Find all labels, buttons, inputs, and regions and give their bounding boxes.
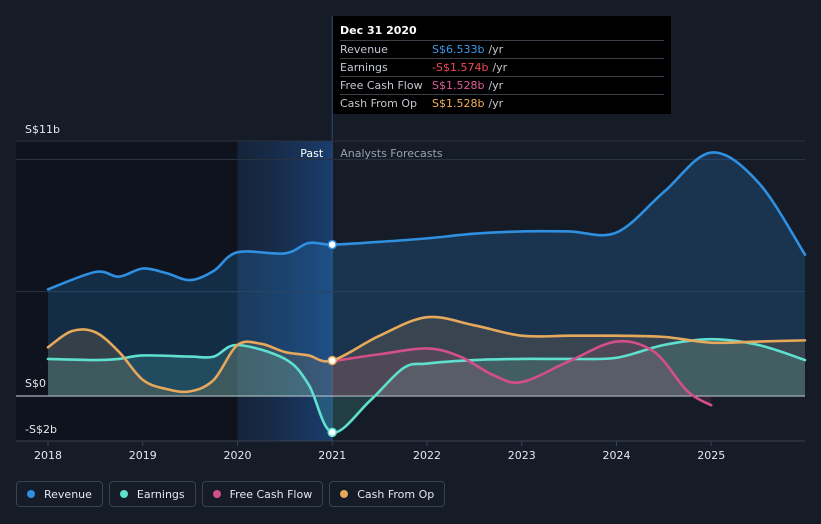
- revenue-marker: [327, 239, 337, 250]
- highlight-band: [237, 141, 333, 441]
- y-tick-label: S$0: [25, 377, 46, 390]
- tooltip-row-label: Earnings: [340, 61, 388, 74]
- past-label: Past: [300, 147, 324, 160]
- tooltip-row-value: S$1.528b: [432, 79, 485, 92]
- legend-item-free-cash-flow[interactable]: Free Cash Flow: [201, 481, 324, 507]
- x-tick-label: 2020: [223, 449, 251, 462]
- legend-item-cash-from-op[interactable]: Cash From Op: [329, 481, 446, 507]
- tooltip-row-unit: /yr: [488, 97, 504, 110]
- tooltip-row-unit: /yr: [488, 43, 504, 56]
- tooltip-row-value: S$6.533b: [432, 43, 485, 56]
- x-tick-label: 2018: [34, 449, 62, 462]
- y-tick-label: -S$2b: [25, 423, 57, 436]
- x-tick-label: 2025: [697, 449, 725, 462]
- tooltip-row-value: S$1.528b: [432, 97, 485, 110]
- tooltip-row-label: Cash From Op: [340, 97, 418, 110]
- earnings-area: [48, 339, 805, 433]
- x-tick-label: 2023: [508, 449, 536, 462]
- legend-item-label: Revenue: [44, 487, 92, 501]
- x-tick-label: 2021: [318, 449, 346, 462]
- dot-icon: [119, 490, 128, 498]
- y-tick-label: S$11b: [25, 123, 60, 136]
- tooltip-row: Free Cash Flow S$1.528b/yr: [340, 76, 664, 94]
- tooltip-row-unit: /yr: [492, 61, 508, 74]
- free-cash-flow-line: [330, 339, 713, 407]
- past-region: [16, 141, 238, 441]
- legend-item-revenue[interactable]: Revenue: [16, 481, 103, 507]
- dot-icon: [27, 490, 35, 498]
- forecast-label: Analysts Forecasts: [340, 147, 443, 160]
- legend-item-label: Earnings: [136, 487, 185, 501]
- legend-item-earnings[interactable]: Earnings: [108, 481, 196, 507]
- tooltip-row-unit: /yr: [488, 79, 504, 92]
- cash-from-op-line: [46, 315, 807, 394]
- legend-item-label: Free Cash Flow: [229, 487, 313, 501]
- cash-from-op-marker: [327, 355, 337, 366]
- tooltip-date: Dec 31 2020: [340, 24, 417, 37]
- x-tick-label: 2024: [602, 449, 630, 462]
- tooltip-row-label: Revenue: [340, 43, 388, 56]
- legend-item-label: Cash From Op: [357, 487, 435, 501]
- tooltip-row-label: Free Cash Flow: [340, 79, 423, 92]
- tooltip-row: Revenue S$6.533b/yr: [340, 40, 664, 58]
- x-tick-label: 2022: [413, 449, 441, 462]
- dot-icon: [340, 490, 349, 498]
- tooltip-row: Cash From Op S$1.528b/yr: [340, 94, 664, 112]
- tooltip-row-value: -S$1.574b: [432, 61, 489, 74]
- legend: Revenue Earnings Free Cash Flow Cash From O…: [16, 481, 446, 507]
- earnings-marker: [327, 427, 337, 438]
- x-tick-label: 2019: [129, 449, 157, 462]
- tooltip-row: Earnings -S$1.574b/yr: [340, 58, 664, 76]
- dot-icon: [212, 490, 221, 498]
- tooltip: Dec 31 2020 Revenue S$6.533b/yr Earnings -S…: [333, 16, 671, 114]
